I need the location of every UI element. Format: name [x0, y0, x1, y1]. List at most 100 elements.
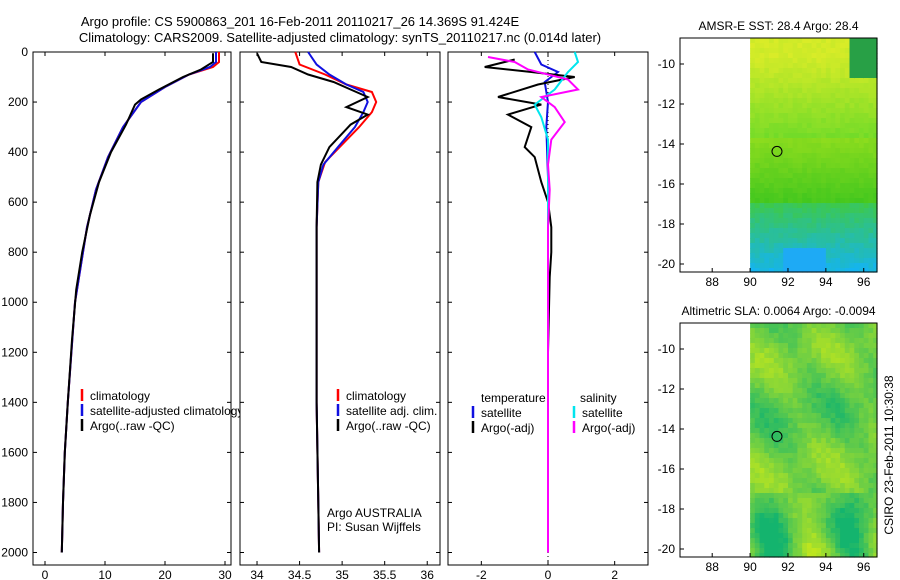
- heatmap-cell: [863, 258, 869, 264]
- heatmap-cell: [806, 453, 813, 459]
- heatmap-cell: [830, 213, 836, 219]
- heatmap-cell: [769, 473, 775, 479]
- heatmap-cell: [788, 128, 794, 134]
- heatmap-cell: [825, 348, 832, 354]
- heatmap-cell: [844, 373, 851, 379]
- heatmap-cell: [835, 143, 841, 149]
- heatmap-cell: [825, 453, 832, 459]
- heatmap-cell: [792, 193, 798, 199]
- heatmap-cell: [750, 428, 756, 434]
- heatmap-cell: [773, 128, 780, 134]
- heatmap-cell: [859, 348, 865, 354]
- heatmap-cell: [854, 343, 860, 349]
- heatmap-cell: [873, 103, 878, 109]
- heatmap-cell: [821, 223, 827, 229]
- heatmap-cell: [750, 183, 756, 189]
- heatmap-cell: [863, 78, 869, 84]
- heatmap-cell: [802, 403, 808, 409]
- heatmap-cell: [844, 258, 851, 264]
- heatmap-cell: [773, 338, 780, 344]
- heatmap-cell: [802, 58, 808, 64]
- heatmap-cell: [773, 138, 780, 144]
- heatmap-cell: [821, 83, 827, 89]
- heatmap-cell: [806, 153, 813, 159]
- heatmap-cell: [849, 483, 855, 489]
- heatmap-cell: [811, 218, 817, 224]
- heatmap-cell: [863, 63, 869, 69]
- heatmap-cell: [844, 353, 851, 359]
- heatmap-cell: [844, 213, 851, 219]
- heatmap-cell: [835, 138, 841, 144]
- heatmap-cell: [773, 43, 780, 49]
- heatmap-cell: [854, 348, 860, 354]
- heatmap-cell: [840, 143, 846, 149]
- heatmap-cell: [840, 208, 846, 214]
- heatmap-cell: [811, 393, 817, 399]
- heatmap-cell: [788, 503, 794, 509]
- heatmap-cell: [802, 488, 808, 494]
- heatmap-cell: [840, 188, 846, 194]
- heatmap-cell: [764, 268, 770, 273]
- heatmap-cell: [792, 518, 798, 524]
- heatmap-cell: [759, 508, 765, 514]
- heatmap-cell: [863, 243, 869, 249]
- heatmap-cell: [873, 353, 878, 359]
- heatmap-cell: [764, 368, 770, 374]
- heatmap-cell: [868, 543, 874, 549]
- heatmap-cell: [769, 133, 775, 139]
- heatmap-cell: [821, 398, 827, 404]
- heatmap-cell: [806, 538, 813, 544]
- heatmap-cell: [844, 233, 851, 239]
- heatmap-cell: [788, 208, 794, 214]
- heatmap-cell: [783, 208, 789, 214]
- heatmap-cell: [778, 203, 784, 209]
- heatmap-cell: [792, 233, 798, 239]
- heatmap-cell: [773, 418, 780, 424]
- heatmap-cell: [797, 143, 803, 149]
- heatmap-cell: [778, 543, 784, 549]
- heatmap-cell: [873, 43, 878, 49]
- heatmap-cell: [835, 83, 841, 89]
- heatmap-cell: [868, 208, 874, 214]
- heatmap-cell: [806, 523, 813, 529]
- heatmap-cell: [811, 328, 817, 334]
- heatmap-cell: [792, 358, 798, 364]
- heatmap-cell: [816, 238, 822, 244]
- heatmap-cell: [806, 203, 813, 209]
- heatmap-cell: [802, 368, 808, 374]
- heatmap-cell: [754, 233, 761, 239]
- heatmap-cell: [825, 208, 832, 214]
- heatmap-cell: [835, 448, 841, 454]
- heatmap-cell: [802, 388, 808, 394]
- heatmap-cell: [830, 328, 836, 334]
- heatmap-cell: [797, 398, 803, 404]
- heatmap-cell: [835, 488, 841, 494]
- heatmap-cell: [821, 513, 827, 519]
- heatmap-cell: [802, 553, 808, 558]
- heatmap-cell: [811, 423, 817, 429]
- heatmap-cell: [754, 423, 761, 429]
- heatmap-cell: [840, 433, 846, 439]
- heatmap-cell: [859, 383, 865, 389]
- heatmap-cell: [849, 213, 855, 219]
- heatmap-cell: [873, 403, 878, 409]
- heatmap-cell: [811, 43, 817, 49]
- heatmap-cell: [816, 258, 822, 264]
- heatmap-cell: [830, 478, 836, 484]
- heatmap-cell: [835, 258, 841, 264]
- heatmap-cell: [844, 333, 851, 339]
- heatmap-cell: [821, 483, 827, 489]
- heatmap-cell: [764, 418, 770, 424]
- heatmap-cell: [830, 553, 836, 558]
- heatmap-cell: [811, 358, 817, 364]
- heatmap-cell: [792, 408, 798, 414]
- heatmap-cell: [821, 548, 827, 554]
- heatmap-cell: [764, 338, 770, 344]
- heatmap-cell: [844, 378, 851, 384]
- heatmap-cell: [802, 43, 808, 49]
- x-tick-label: 94: [819, 560, 833, 574]
- y-tick-label: 2000: [1, 545, 28, 559]
- heatmap-cell: [788, 178, 794, 184]
- heatmap-cell: [830, 153, 836, 159]
- heatmap-cell: [788, 243, 794, 249]
